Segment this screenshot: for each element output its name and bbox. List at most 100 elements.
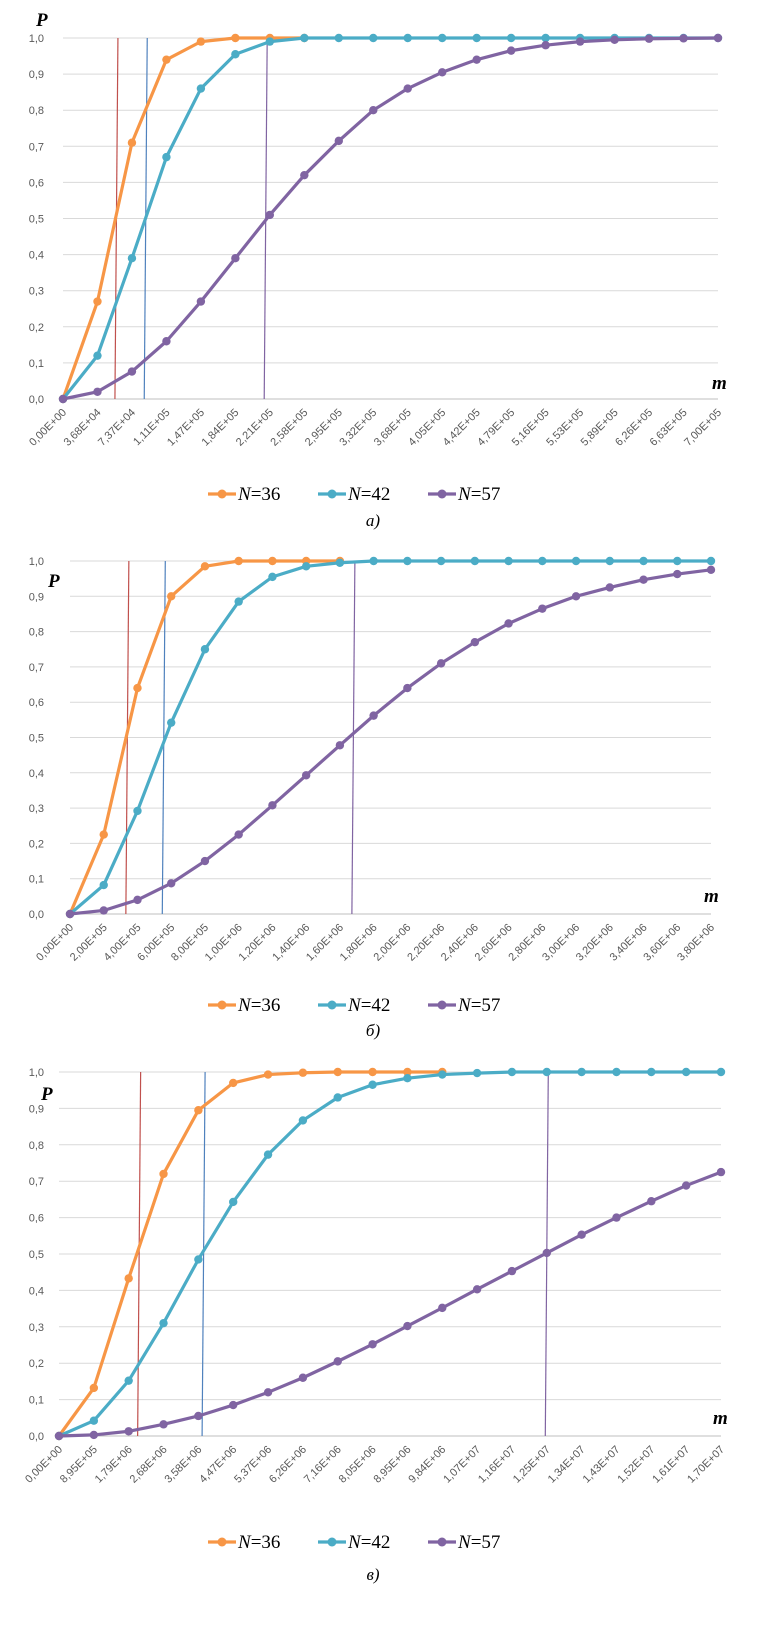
y-tick-label: 0,6	[29, 1213, 44, 1225]
data-point-n36	[159, 1169, 168, 1179]
data-point-n57	[681, 1181, 691, 1190]
data-point-n57	[196, 297, 206, 306]
y-tick-label: 0,5	[29, 733, 44, 745]
y-tick-label: 0,7	[29, 662, 44, 674]
data-point-n57	[369, 106, 378, 115]
data-point-n57	[577, 1230, 586, 1239]
data-point-n42	[229, 1197, 238, 1207]
data-point-n57	[403, 84, 412, 93]
data-point-n36	[127, 138, 137, 147]
data-point-n57	[231, 254, 240, 263]
data-point-n57	[713, 33, 723, 43]
data-point-n42	[127, 254, 137, 263]
data-point-n36	[89, 1383, 99, 1393]
data-point-n36	[234, 556, 243, 566]
x-tick-label: 3,80E+06	[675, 922, 717, 964]
series-line-n57	[58, 1170, 722, 1438]
legend-label-n36: N=36	[237, 995, 280, 1016]
data-point-n42	[507, 1067, 517, 1077]
data-point-n42	[333, 1093, 342, 1102]
data-point-n57	[298, 1373, 308, 1382]
data-point-n36	[194, 1106, 203, 1115]
data-point-n57	[575, 37, 585, 46]
data-point-n42	[335, 558, 345, 567]
data-point-n36	[368, 1067, 377, 1077]
legend-label-n42: N=42	[347, 1532, 390, 1553]
series-line-n42	[61, 36, 718, 400]
y-tick-label: 1,0	[29, 1067, 44, 1079]
data-point-n57	[200, 856, 210, 866]
data-point-n57	[124, 1427, 133, 1436]
data-point-n57	[93, 387, 102, 396]
data-point-n57	[265, 210, 275, 220]
data-point-n57	[438, 68, 447, 77]
chart-caption: а)	[366, 511, 381, 530]
data-point-n57	[507, 1266, 517, 1276]
data-point-n57	[541, 41, 550, 50]
data-point-n36	[403, 1067, 412, 1077]
data-point-n42	[639, 556, 648, 566]
threshold-line	[201, 1071, 206, 1437]
data-point-n57	[133, 895, 142, 905]
y-tick-label: 1,0	[29, 556, 44, 568]
data-point-n42	[265, 37, 275, 46]
chart-caption: в)	[366, 1565, 379, 1584]
data-point-n42	[438, 33, 447, 43]
data-point-n57	[368, 1340, 377, 1349]
legend-label-n36: N=36	[237, 484, 280, 505]
y-axis-label: P	[40, 1084, 53, 1105]
series-line-n42	[58, 1070, 721, 1438]
x-tick-label: 7,00E+05	[682, 407, 724, 449]
data-point-n42	[231, 50, 240, 59]
data-point-n42	[334, 33, 343, 43]
data-point-n42	[681, 1067, 691, 1077]
data-point-n57	[229, 1400, 238, 1410]
data-point-n42	[124, 1376, 133, 1385]
data-point-n42	[436, 556, 446, 566]
data-point-n57	[472, 55, 481, 64]
data-point-n57	[605, 583, 614, 592]
chart-a: 0,00,10,20,30,40,50,60,70,80,91,00,00E+0…	[27, 10, 727, 530]
data-point-n57	[268, 801, 277, 810]
data-point-n57	[334, 136, 343, 146]
y-tick-label: 0,3	[29, 286, 44, 298]
data-point-n42	[133, 806, 142, 816]
data-point-n57	[504, 619, 513, 628]
data-point-n57	[706, 565, 716, 575]
data-point-n36	[99, 830, 108, 839]
data-point-n57	[470, 637, 480, 647]
data-point-n42	[93, 351, 102, 360]
data-point-n57	[234, 830, 243, 839]
legend-marker-n42	[327, 1000, 337, 1010]
data-point-n57	[506, 46, 516, 55]
y-tick-label: 0,3	[29, 1322, 44, 1334]
legend-marker-n36	[217, 489, 227, 499]
x-tick-label: 1,70E+07	[685, 1444, 727, 1486]
data-point-n57	[127, 367, 137, 376]
data-point-n57	[194, 1411, 203, 1421]
data-point-n42	[268, 572, 277, 582]
y-tick-label: 0,9	[29, 69, 44, 81]
data-point-n36	[133, 683, 142, 693]
data-point-n42	[538, 556, 547, 566]
data-point-n57	[301, 771, 311, 780]
data-point-n42	[605, 556, 614, 566]
data-point-n42	[542, 1067, 551, 1077]
data-point-n57	[167, 879, 176, 888]
data-point-n42	[541, 33, 550, 43]
legend-marker-n42	[327, 1537, 337, 1547]
data-point-n42	[470, 556, 480, 566]
y-tick-label: 0,1	[29, 1395, 44, 1407]
data-point-n42	[706, 556, 716, 566]
y-tick-label: 0,0	[29, 909, 44, 921]
data-point-n42	[472, 1068, 482, 1078]
y-tick-label: 0,4	[29, 250, 44, 262]
data-point-n57	[472, 1285, 482, 1294]
y-tick-label: 0,1	[29, 874, 44, 886]
data-point-n57	[99, 906, 108, 915]
series-line-n36	[61, 36, 305, 400]
data-point-n42	[438, 1070, 447, 1079]
data-point-n42	[403, 33, 412, 43]
data-point-n57	[58, 394, 68, 404]
data-point-n42	[472, 33, 481, 43]
